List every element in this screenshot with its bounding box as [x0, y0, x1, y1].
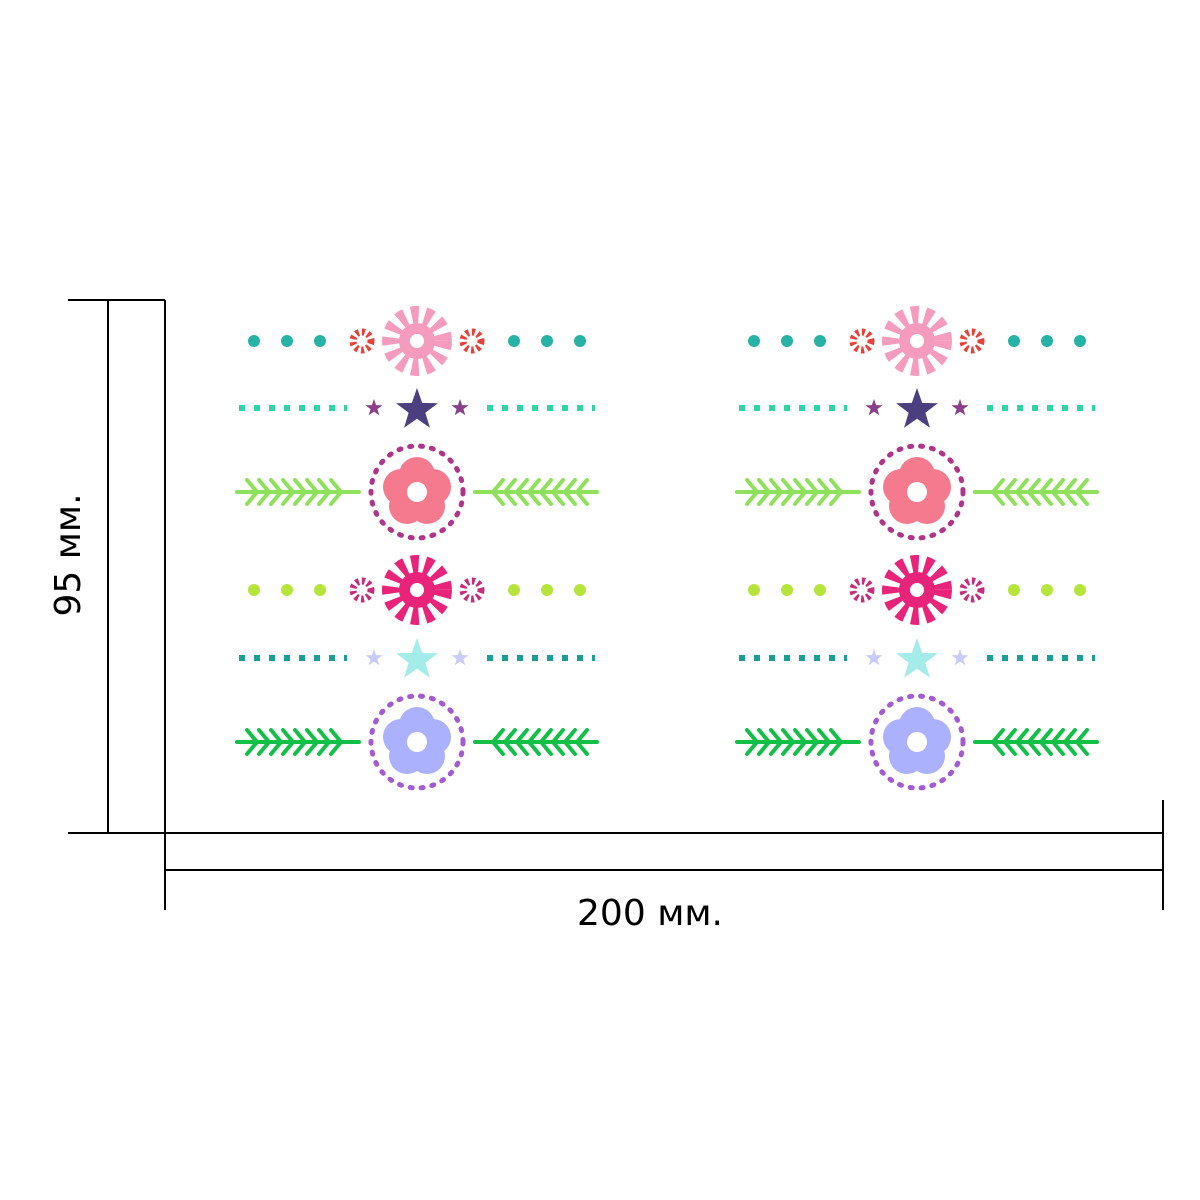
height-label: 95 мм. [48, 493, 89, 616]
dimension-lines [68, 299, 1164, 910]
width-label: 200 мм. [577, 893, 723, 934]
pattern-left [237, 315, 597, 788]
pattern-right [737, 315, 1097, 788]
